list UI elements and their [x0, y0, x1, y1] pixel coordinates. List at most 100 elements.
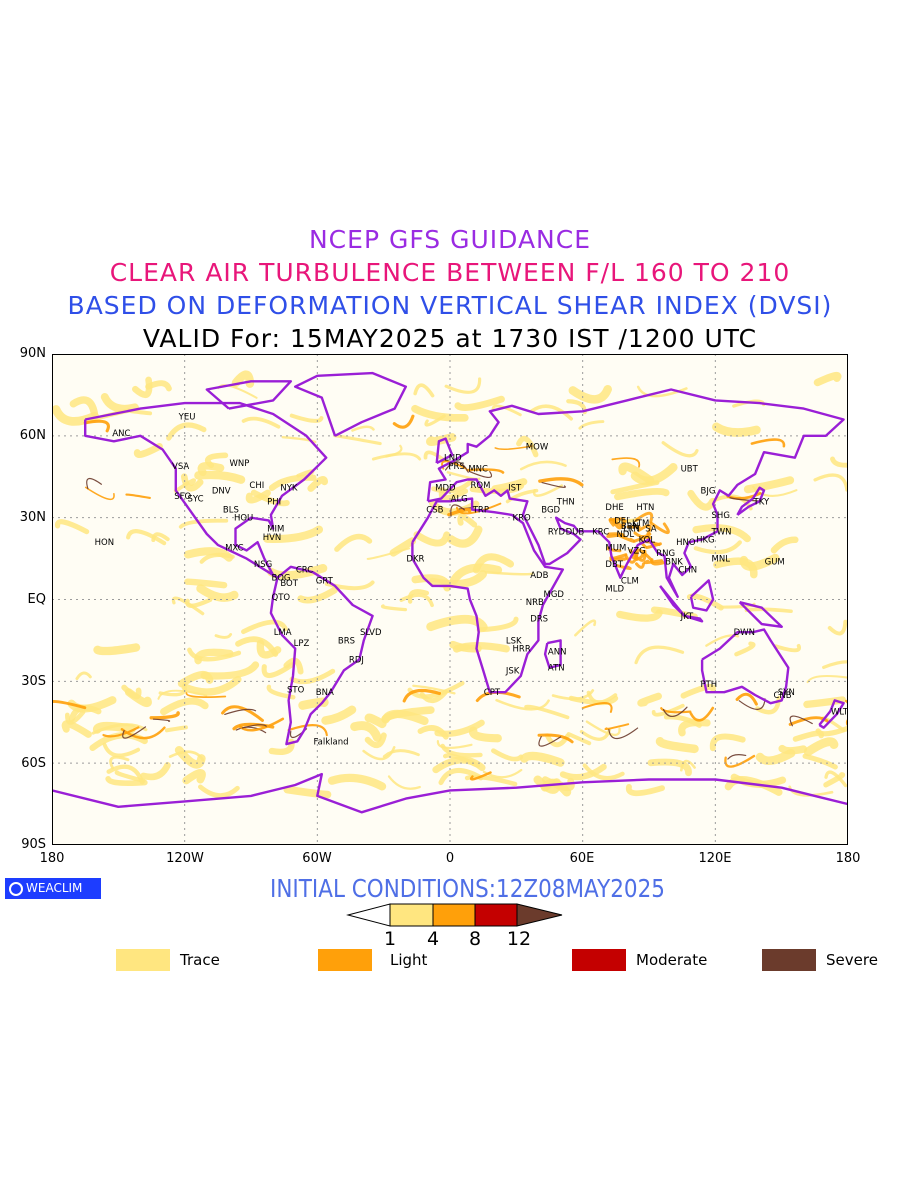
coastline	[736, 486, 766, 516]
legend-label-light: Light	[390, 951, 428, 969]
turbulence-band	[625, 783, 665, 797]
coastline	[205, 380, 292, 410]
coastline	[84, 401, 328, 579]
turbulence-band	[221, 705, 264, 722]
turbulence-band	[245, 489, 271, 504]
turbulence-band	[380, 604, 408, 612]
turbulence-band	[307, 476, 329, 492]
station-label: YEU	[178, 413, 196, 423]
turbulence-band	[614, 487, 670, 501]
turbulence-band	[476, 616, 519, 633]
station-label: BNK	[665, 557, 683, 567]
turbulence-band	[578, 420, 605, 430]
colorbar	[346, 903, 563, 927]
turbulence-band	[582, 763, 625, 781]
station-label: PRS	[448, 462, 464, 472]
station-label: BJG	[700, 486, 715, 496]
turbulence-band	[289, 413, 324, 423]
station-label: CRC	[296, 565, 313, 575]
station-label: SA	[645, 525, 657, 535]
turbulence-band	[449, 563, 503, 585]
turbulence-band	[538, 735, 562, 747]
turbulence-band	[126, 529, 167, 546]
turbulence-band	[387, 775, 421, 790]
turbulence-band	[287, 724, 328, 737]
station-label: THN	[556, 497, 575, 507]
turbulence-band	[364, 732, 387, 749]
turbulence-band	[157, 689, 208, 700]
turbulence-band	[171, 596, 205, 616]
station-label: ANN	[548, 647, 567, 657]
turbulence-band	[813, 473, 848, 492]
station-label: ATN	[548, 664, 565, 674]
colorbar-label-8: 8	[468, 928, 482, 950]
turbulence-band	[197, 461, 225, 477]
station-label: RDJ	[349, 656, 364, 666]
station-label: CNB	[773, 691, 791, 701]
turbulence-band	[214, 633, 233, 639]
turbulence-band	[105, 776, 148, 786]
valid-time-title: VALID For: 15MAY2025 at 1730 IST /1200 U…	[142, 324, 758, 353]
station-label: DBT	[605, 560, 623, 570]
station-label: MIM	[267, 525, 284, 535]
turbulence-band	[634, 645, 685, 665]
station-label: PTH	[700, 680, 717, 690]
turbulence-band	[158, 682, 187, 697]
turbulence-band	[69, 396, 99, 417]
station-label: LMA	[274, 628, 292, 638]
turbulence-band	[705, 634, 740, 647]
turbulence-band	[444, 377, 482, 394]
station-label: BLS	[223, 505, 239, 515]
colorbar-trace-band	[389, 903, 434, 927]
turbulence-band	[362, 746, 396, 761]
turbulence-band	[92, 721, 136, 734]
turbulence-band	[711, 422, 761, 437]
station-label: ALG	[451, 495, 468, 505]
turbulence-band	[454, 395, 505, 411]
coastline	[426, 388, 845, 598]
turbulence-band	[235, 726, 267, 734]
station-label: VZG	[628, 546, 646, 556]
turbulence-band	[661, 441, 699, 458]
coastline	[52, 772, 848, 814]
station-label: DNV	[212, 486, 231, 496]
station-label: KRO	[513, 514, 531, 524]
station-label: WLT	[831, 707, 848, 717]
turbulence-band	[196, 584, 239, 602]
turbulence-band	[634, 562, 646, 569]
turbulence-band	[491, 748, 524, 762]
turbulence-band	[402, 688, 442, 703]
station-label: GRT	[316, 576, 334, 586]
station-label: BRS	[338, 636, 355, 646]
turbulence-band	[516, 435, 539, 458]
station-label: NDL	[616, 530, 634, 540]
turbulence-band	[464, 774, 518, 787]
y-tick-90n: 90N	[19, 346, 46, 361]
turbulence-band	[466, 468, 505, 474]
turbulence-band	[241, 416, 281, 429]
station-label: HRR	[513, 645, 531, 655]
turbulence-band	[106, 764, 145, 785]
turbulence-band	[735, 692, 758, 706]
station-label: DRS	[530, 615, 548, 625]
station-label: NRB	[526, 598, 544, 608]
turbulence-band	[724, 754, 756, 768]
title-line-1: NCEP GFS GUIDANCE	[308, 225, 591, 254]
x-tick-60w: 60W	[302, 851, 332, 866]
turbulence-band	[494, 445, 533, 451]
turbulence-band	[734, 641, 756, 657]
colorbar-moderate-band	[474, 903, 518, 927]
turbulence-band	[385, 444, 403, 458]
x-tick-180w: 180	[39, 851, 65, 866]
turbulence-band	[788, 716, 829, 726]
y-tick-30s: 30S	[21, 674, 46, 689]
turbulence-band	[559, 763, 607, 781]
turbulence-band	[689, 706, 715, 722]
turbulence-band	[824, 770, 848, 788]
turbulence-band	[256, 639, 282, 659]
station-label: HKG	[696, 535, 715, 545]
turbulence-band	[185, 692, 227, 699]
turbulence-band	[178, 518, 229, 529]
turbulence-band	[662, 706, 688, 717]
station-label: SHG	[712, 511, 730, 521]
